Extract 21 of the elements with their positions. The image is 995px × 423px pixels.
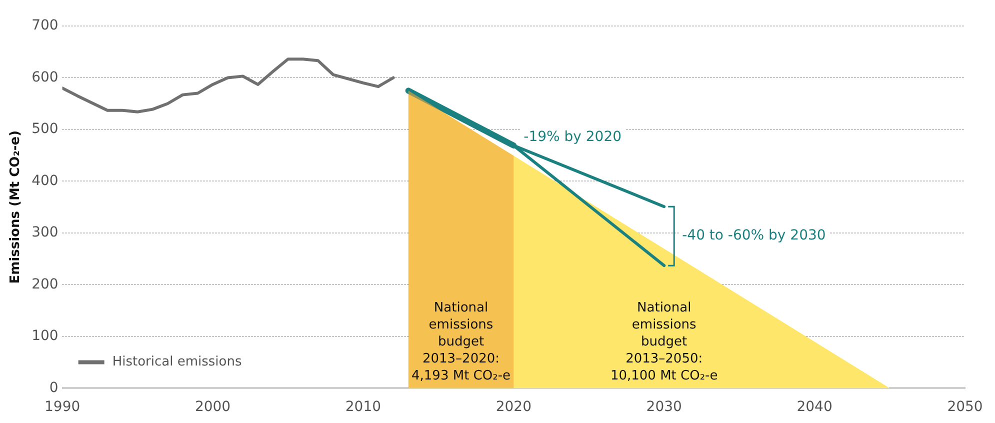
annotation: National emissions budget 2013–2050: 10,100 Mt CO₂-e — [610, 300, 718, 384]
annotation: National emissions budget 2013–2020: 4,193 Mt CO₂-e — [411, 300, 511, 384]
x-tick-label: 1990 — [44, 399, 80, 416]
legend-label: Historical emissions — [112, 354, 242, 370]
y-tick-label: 0 — [49, 380, 58, 396]
x-tick-label: 2040 — [796, 399, 832, 416]
x-tick-label: 2030 — [646, 399, 682, 416]
y-tick-label: 300 — [32, 224, 58, 241]
y-tick-label: 600 — [32, 69, 58, 86]
y-tick-label: 100 — [32, 328, 58, 344]
y-tick-label: 200 — [32, 276, 58, 292]
x-tick-label: 2010 — [345, 399, 382, 416]
annotation: -40 to -60% by 2030 — [682, 228, 826, 244]
x-tick-label: 2050 — [947, 399, 983, 416]
y-axis-title: Emissions (Mt CO₂-e) — [8, 130, 24, 284]
y-tick-label: 700 — [32, 18, 58, 34]
annotation: -19% by 2020 — [524, 129, 622, 146]
y-tick-label: 500 — [32, 121, 58, 138]
x-tick-label: 2020 — [496, 399, 532, 416]
y-tick-label: 400 — [32, 172, 58, 189]
x-tick-label: 2000 — [194, 399, 231, 416]
